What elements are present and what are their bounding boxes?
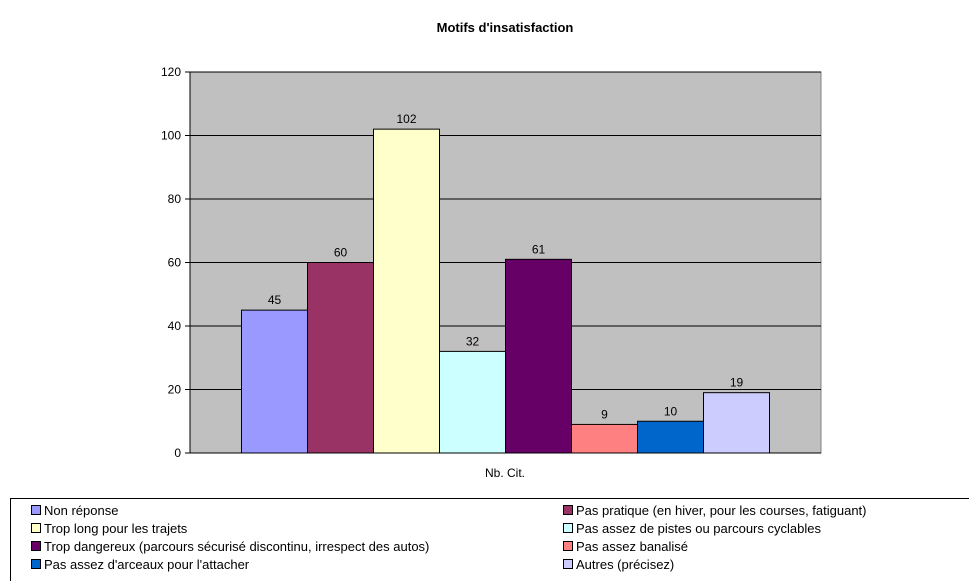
bar (637, 420, 704, 454)
legend-swatch (31, 541, 41, 551)
bar-value-labels: 45 60 102 32 61 9 10 19 (268, 112, 744, 421)
legend-item: Autres (précisez) (563, 557, 674, 572)
bar-value-label: 102 (396, 112, 416, 126)
y-tick-label: 100 (161, 129, 181, 143)
bar-value-label: 19 (730, 376, 744, 390)
legend-label: Autres (précisez) (576, 557, 675, 572)
bar-value-label: 9 (601, 407, 608, 421)
legend-label: Trop long pour les trajets (44, 521, 188, 536)
legend-item: Trop dangereux (parcours sécurisé discon… (31, 539, 429, 554)
bar (307, 262, 374, 454)
legend: Non réponse Pas pratique (en hiver, pour … (10, 498, 969, 581)
bar (373, 128, 440, 454)
legend-label: Pas pratique (en hiver, pour les courses… (576, 503, 867, 518)
legend-item: Pas assez de pistes ou parcours cyclable… (563, 521, 821, 536)
bar (703, 392, 770, 454)
legend-swatch (563, 523, 573, 533)
y-tick-label: 0 (174, 446, 181, 460)
legend-label: Pas assez d'arceaux pour l'attacher (44, 557, 250, 572)
y-tick-label: 60 (168, 256, 182, 270)
bar (505, 258, 572, 454)
bar-value-label: 61 (532, 242, 546, 256)
legend-swatch (563, 559, 573, 569)
legend-swatch (563, 541, 573, 551)
legend-swatch (31, 505, 41, 515)
legend-swatch (563, 505, 573, 515)
y-tick-label: 120 (161, 65, 181, 79)
y-tick-label: 20 (168, 383, 182, 397)
legend-label: Pas assez de pistes ou parcours cyclable… (576, 521, 821, 536)
bar (439, 350, 506, 454)
legend-item: Non réponse (31, 503, 118, 518)
bar-value-label: 45 (268, 293, 282, 307)
legend-item: Pas assez banalisé (563, 539, 688, 554)
bar-chart: Motifs d'insatisfaction 020406080100120 … (161, 20, 822, 480)
legend-label: Trop dangereux (parcours sécurisé discon… (44, 539, 430, 554)
legend-label: Non réponse (44, 503, 119, 518)
x-axis-category-label: Nb. Cit. (485, 466, 525, 480)
legend-item: Pas pratique (en hiver, pour les courses… (563, 503, 867, 518)
bar (571, 423, 638, 454)
bar-value-label: 32 (466, 334, 480, 348)
y-tick-label: 40 (168, 319, 182, 333)
bar (241, 309, 308, 454)
bar-value-label: 60 (334, 246, 348, 260)
chart-title: Motifs d'insatisfaction (437, 20, 574, 35)
legend-label: Pas assez banalisé (576, 539, 689, 554)
legend-item: Pas assez d'arceaux pour l'attacher (31, 557, 249, 572)
legend-swatch (31, 559, 41, 569)
legend-item: Trop long pour les trajets (31, 521, 187, 536)
legend-swatch (31, 523, 41, 533)
bars (241, 128, 770, 454)
y-tick-label: 80 (168, 192, 182, 206)
bar-value-label: 10 (664, 404, 678, 418)
